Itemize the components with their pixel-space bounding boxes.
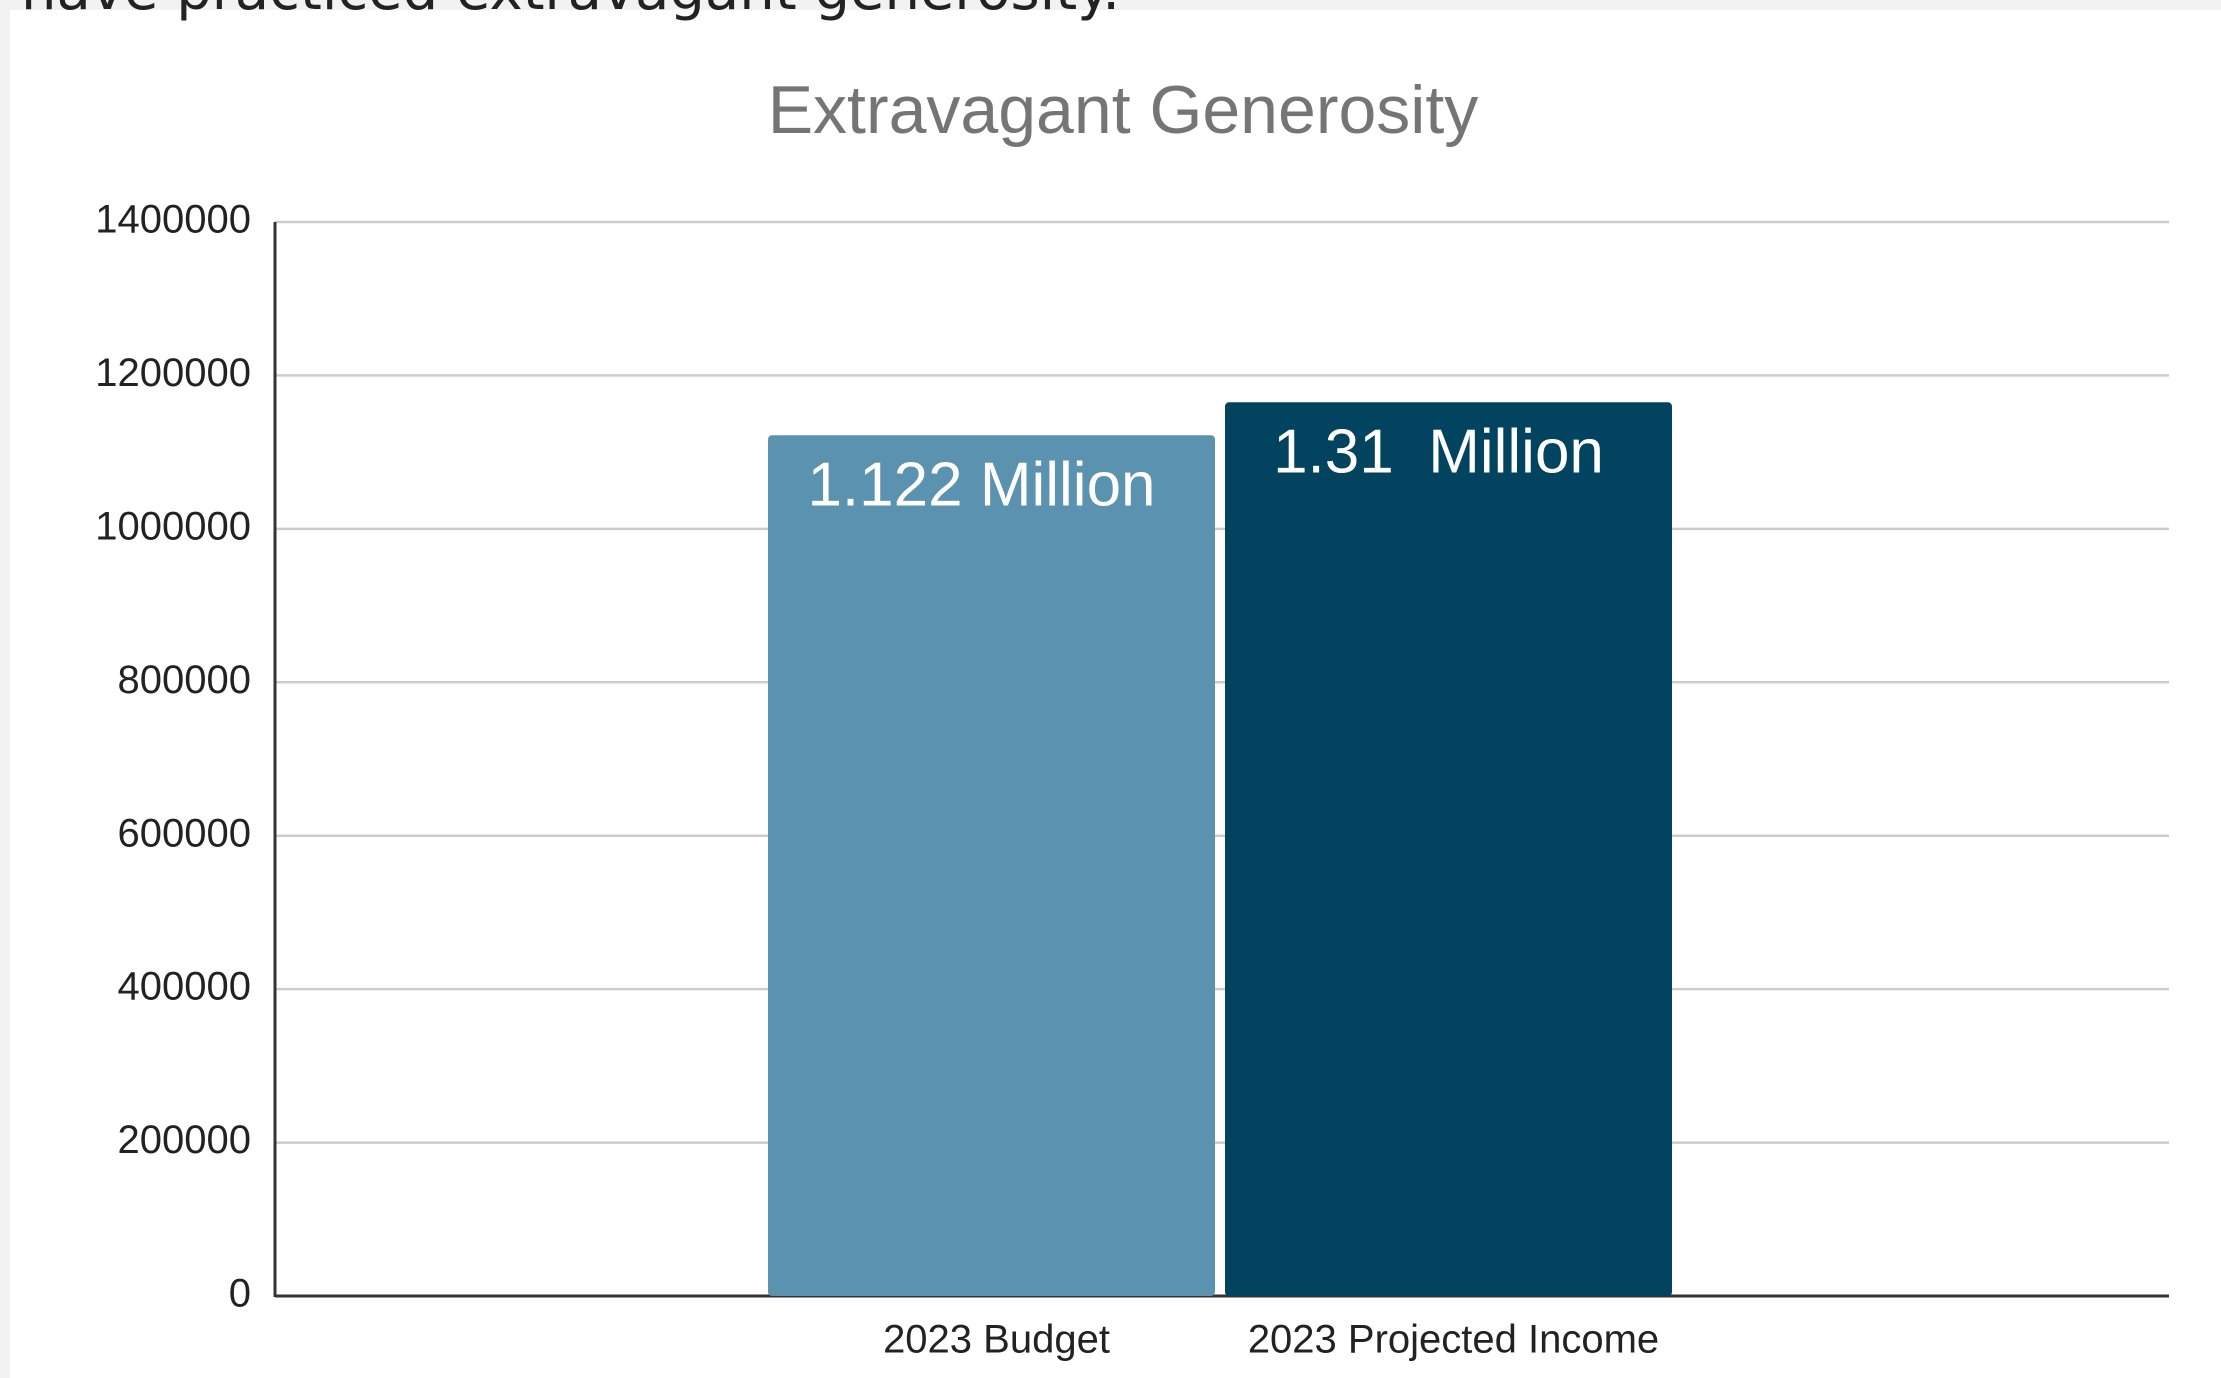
y-tick-label: 1200000 <box>95 351 251 395</box>
y-tick-label: 800000 <box>118 658 251 702</box>
intro-text: have practiced extravagant generosity. <box>21 0 1120 23</box>
y-tick-label: 200000 <box>118 1118 251 1162</box>
y-tick-label: 0 <box>229 1272 251 1316</box>
y-tick-label: 1400000 <box>95 198 251 242</box>
bar <box>768 435 1215 1296</box>
bar <box>1225 402 1672 1296</box>
bar-annotation: 1.122 Million <box>807 451 1155 520</box>
y-tick-label: 1000000 <box>95 504 251 548</box>
y-tick-label: 400000 <box>118 965 251 1009</box>
x-tick-label: 2023 Projected Income <box>1248 1318 1659 1362</box>
chart-title: Extravagant Generosity <box>768 72 1479 148</box>
bar-annotation: 1.31 Million <box>1273 418 1604 487</box>
x-tick-label: 2023 Budget <box>883 1318 1110 1362</box>
y-tick-label: 600000 <box>118 811 251 855</box>
